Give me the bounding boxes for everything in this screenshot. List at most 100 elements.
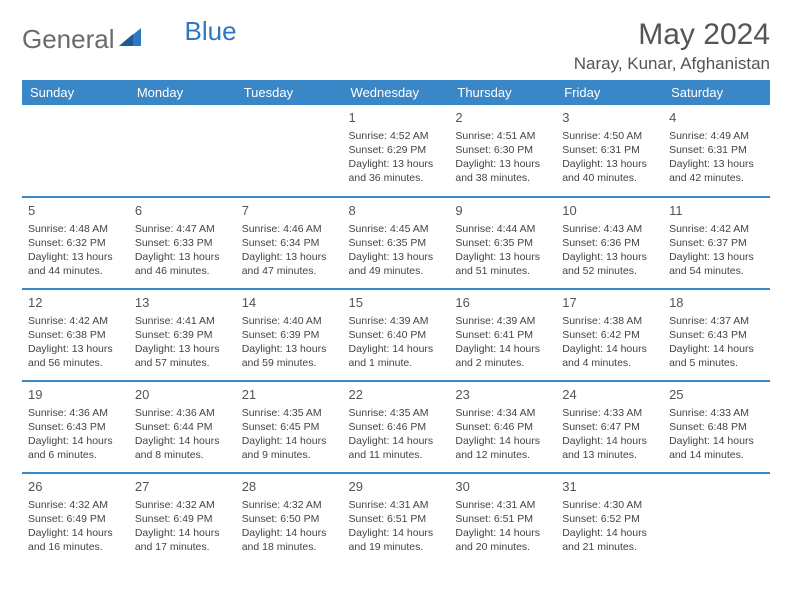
- daylight-line-2: and 18 minutes.: [242, 540, 337, 554]
- sunset-line: Sunset: 6:35 PM: [455, 236, 550, 250]
- sunrise-line: Sunrise: 4:50 AM: [562, 129, 657, 143]
- daylight-line-1: Daylight: 14 hours: [28, 434, 123, 448]
- sunrise-line: Sunrise: 4:39 AM: [349, 314, 444, 328]
- daylight-line-2: and 17 minutes.: [135, 540, 230, 554]
- sunrise-line: Sunrise: 4:43 AM: [562, 222, 657, 236]
- calendar-day-cell: 27Sunrise: 4:32 AMSunset: 6:49 PMDayligh…: [129, 473, 236, 565]
- daylight-line-2: and 46 minutes.: [135, 264, 230, 278]
- sunrise-line: Sunrise: 4:45 AM: [349, 222, 444, 236]
- weekday-header: Friday: [556, 80, 663, 105]
- calendar-week-row: 19Sunrise: 4:36 AMSunset: 6:43 PMDayligh…: [22, 381, 770, 473]
- weekday-header: Saturday: [663, 80, 770, 105]
- day-number: 27: [135, 478, 230, 496]
- sunrise-line: Sunrise: 4:31 AM: [455, 498, 550, 512]
- title-block: May 2024 Naray, Kunar, Afghanistan: [574, 18, 770, 74]
- calendar-day-cell: 24Sunrise: 4:33 AMSunset: 6:47 PMDayligh…: [556, 381, 663, 473]
- sunset-line: Sunset: 6:42 PM: [562, 328, 657, 342]
- daylight-line-2: and 14 minutes.: [669, 448, 764, 462]
- sunrise-line: Sunrise: 4:32 AM: [28, 498, 123, 512]
- calendar-day-cell: 21Sunrise: 4:35 AMSunset: 6:45 PMDayligh…: [236, 381, 343, 473]
- daylight-line-1: Daylight: 14 hours: [28, 526, 123, 540]
- day-number: 9: [455, 202, 550, 220]
- daylight-line-1: Daylight: 14 hours: [242, 434, 337, 448]
- day-number: 24: [562, 386, 657, 404]
- daylight-line-2: and 19 minutes.: [349, 540, 444, 554]
- day-number: 2: [455, 109, 550, 127]
- sunrise-line: Sunrise: 4:39 AM: [455, 314, 550, 328]
- sunset-line: Sunset: 6:35 PM: [349, 236, 444, 250]
- sunrise-line: Sunrise: 4:46 AM: [242, 222, 337, 236]
- calendar-day-cell: [236, 105, 343, 197]
- daylight-line-1: Daylight: 13 hours: [562, 250, 657, 264]
- day-number: 26: [28, 478, 123, 496]
- daylight-line-1: Daylight: 14 hours: [135, 526, 230, 540]
- sunset-line: Sunset: 6:46 PM: [455, 420, 550, 434]
- calendar-day-cell: 20Sunrise: 4:36 AMSunset: 6:44 PMDayligh…: [129, 381, 236, 473]
- sunrise-line: Sunrise: 4:32 AM: [242, 498, 337, 512]
- day-number: 13: [135, 294, 230, 312]
- weekday-header: Monday: [129, 80, 236, 105]
- daylight-line-1: Daylight: 14 hours: [349, 526, 444, 540]
- daylight-line-1: Daylight: 14 hours: [455, 526, 550, 540]
- calendar-week-row: 26Sunrise: 4:32 AMSunset: 6:49 PMDayligh…: [22, 473, 770, 565]
- sunset-line: Sunset: 6:46 PM: [349, 420, 444, 434]
- daylight-line-2: and 12 minutes.: [455, 448, 550, 462]
- daylight-line-1: Daylight: 13 hours: [455, 157, 550, 171]
- day-number: 30: [455, 478, 550, 496]
- daylight-line-2: and 52 minutes.: [562, 264, 657, 278]
- daylight-line-1: Daylight: 13 hours: [242, 250, 337, 264]
- day-number: 31: [562, 478, 657, 496]
- sunset-line: Sunset: 6:43 PM: [28, 420, 123, 434]
- daylight-line-2: and 13 minutes.: [562, 448, 657, 462]
- day-number: 20: [135, 386, 230, 404]
- calendar-day-cell: 18Sunrise: 4:37 AMSunset: 6:43 PMDayligh…: [663, 289, 770, 381]
- daylight-line-2: and 16 minutes.: [28, 540, 123, 554]
- sunrise-line: Sunrise: 4:47 AM: [135, 222, 230, 236]
- sunset-line: Sunset: 6:33 PM: [135, 236, 230, 250]
- calendar-day-cell: 7Sunrise: 4:46 AMSunset: 6:34 PMDaylight…: [236, 197, 343, 289]
- sunset-line: Sunset: 6:29 PM: [349, 143, 444, 157]
- sunrise-line: Sunrise: 4:34 AM: [455, 406, 550, 420]
- daylight-line-2: and 21 minutes.: [562, 540, 657, 554]
- weekday-header: Thursday: [449, 80, 556, 105]
- sunset-line: Sunset: 6:31 PM: [669, 143, 764, 157]
- daylight-line-2: and 56 minutes.: [28, 356, 123, 370]
- day-number: 11: [669, 202, 764, 220]
- calendar-day-cell: 4Sunrise: 4:49 AMSunset: 6:31 PMDaylight…: [663, 105, 770, 197]
- day-number: 17: [562, 294, 657, 312]
- daylight-line-2: and 51 minutes.: [455, 264, 550, 278]
- sunrise-line: Sunrise: 4:38 AM: [562, 314, 657, 328]
- day-number: 10: [562, 202, 657, 220]
- weekday-header: Wednesday: [343, 80, 450, 105]
- daylight-line-1: Daylight: 14 hours: [669, 434, 764, 448]
- daylight-line-1: Daylight: 14 hours: [669, 342, 764, 356]
- sunset-line: Sunset: 6:37 PM: [669, 236, 764, 250]
- calendar-day-cell: 26Sunrise: 4:32 AMSunset: 6:49 PMDayligh…: [22, 473, 129, 565]
- sunset-line: Sunset: 6:43 PM: [669, 328, 764, 342]
- calendar-day-cell: 29Sunrise: 4:31 AMSunset: 6:51 PMDayligh…: [343, 473, 450, 565]
- daylight-line-1: Daylight: 14 hours: [455, 342, 550, 356]
- day-number: 14: [242, 294, 337, 312]
- sunrise-line: Sunrise: 4:37 AM: [669, 314, 764, 328]
- sunrise-line: Sunrise: 4:42 AM: [28, 314, 123, 328]
- location-label: Naray, Kunar, Afghanistan: [574, 54, 770, 74]
- sunset-line: Sunset: 6:31 PM: [562, 143, 657, 157]
- weekday-header: Sunday: [22, 80, 129, 105]
- day-number: 12: [28, 294, 123, 312]
- daylight-line-2: and 59 minutes.: [242, 356, 337, 370]
- calendar-day-cell: 2Sunrise: 4:51 AMSunset: 6:30 PMDaylight…: [449, 105, 556, 197]
- sunrise-line: Sunrise: 4:35 AM: [242, 406, 337, 420]
- header: General Blue May 2024 Naray, Kunar, Afgh…: [22, 18, 770, 74]
- calendar-week-row: 5Sunrise: 4:48 AMSunset: 6:32 PMDaylight…: [22, 197, 770, 289]
- sunset-line: Sunset: 6:38 PM: [28, 328, 123, 342]
- sunset-line: Sunset: 6:51 PM: [455, 512, 550, 526]
- daylight-line-2: and 11 minutes.: [349, 448, 444, 462]
- daylight-line-2: and 57 minutes.: [135, 356, 230, 370]
- calendar-day-cell: 17Sunrise: 4:38 AMSunset: 6:42 PMDayligh…: [556, 289, 663, 381]
- daylight-line-2: and 5 minutes.: [669, 356, 764, 370]
- day-number: 7: [242, 202, 337, 220]
- sunset-line: Sunset: 6:32 PM: [28, 236, 123, 250]
- calendar-day-cell: [129, 105, 236, 197]
- calendar-week-row: 12 Sunrise: 4:42 AMSunset: 6:38 PM Dayligh…: [22, 289, 770, 381]
- brand-part2: Blue: [185, 16, 237, 47]
